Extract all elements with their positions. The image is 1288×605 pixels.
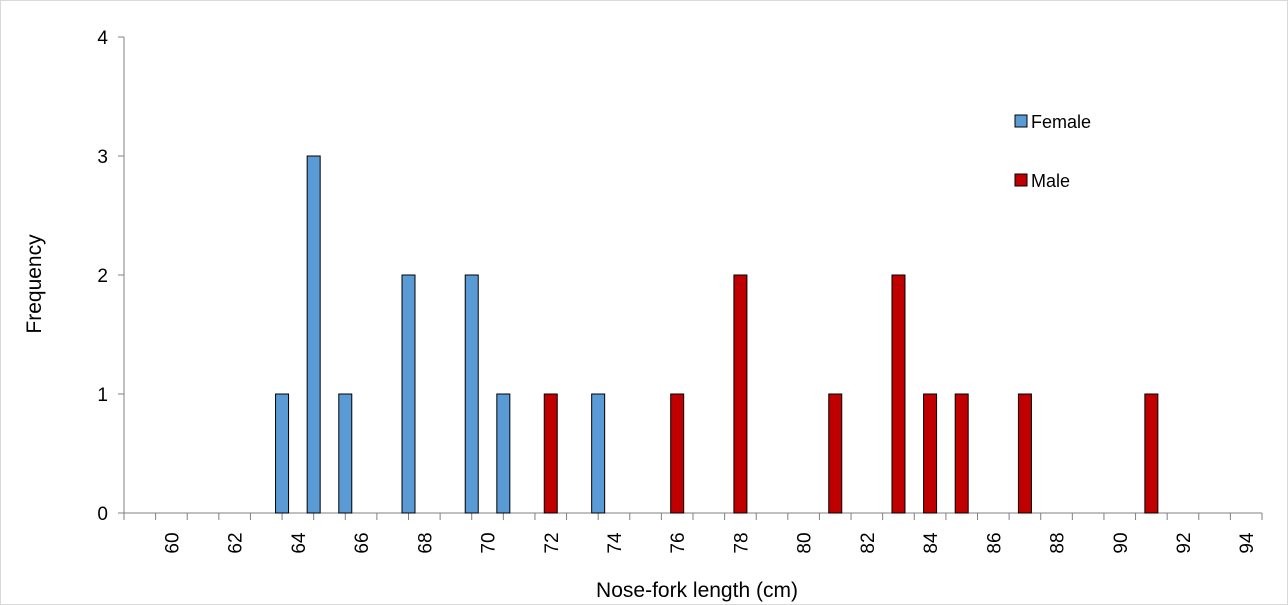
bar-female — [275, 393, 290, 514]
bar-female — [306, 155, 321, 514]
x-tick-label: 78 — [731, 532, 752, 553]
x-tick-label: 86 — [984, 532, 1005, 553]
x-tick-label: 84 — [921, 532, 942, 554]
x-tick-label: 70 — [479, 532, 500, 553]
bar-male — [954, 393, 969, 514]
x-tick-label: 76 — [668, 532, 689, 553]
legend-label-male: Male — [1031, 171, 1070, 191]
bar-male — [1144, 393, 1159, 514]
x-tick-label: 62 — [226, 532, 247, 553]
x-tick-label: 72 — [542, 532, 563, 553]
x-tick-label: 68 — [415, 532, 436, 553]
x-tick-label: 64 — [289, 532, 310, 554]
bar-male — [1017, 393, 1032, 514]
legend: Female Male — [1014, 112, 1091, 191]
tick-labels: 0 1 2 3 4 60 62 64 66 68 70 72 74 76 78 80 82 84 86 88 90 92 9… — [97, 28, 1258, 554]
bar-female — [496, 393, 511, 514]
bar-female — [464, 274, 479, 514]
legend-label-female: Female — [1031, 112, 1091, 132]
y-tick-label: 1 — [97, 385, 108, 406]
y-tick-label: 3 — [97, 147, 108, 168]
x-tick-label: 92 — [1174, 532, 1195, 553]
x-tick-label: 74 — [605, 532, 626, 554]
x-tick-label: 66 — [352, 532, 373, 553]
bar-male — [543, 393, 558, 514]
bar-male — [733, 274, 748, 514]
legend-swatch-female — [1014, 114, 1028, 128]
bars — [275, 155, 1159, 514]
bar-female — [591, 393, 606, 514]
x-tick-label: 80 — [795, 532, 816, 553]
bar-male — [828, 393, 843, 514]
bar-male — [670, 393, 685, 514]
x-tick-label: 82 — [858, 532, 879, 553]
x-tick-label: 88 — [1048, 532, 1069, 553]
axes — [118, 36, 1263, 520]
x-tick-label: 94 — [1237, 532, 1258, 554]
y-tick-label: 0 — [97, 504, 108, 525]
x-axis-title: Nose-fork length (cm) — [596, 579, 798, 602]
y-tick-label: 4 — [97, 28, 108, 49]
x-tick-label: 60 — [162, 532, 183, 553]
bar-female — [401, 274, 416, 514]
legend-swatch-male — [1014, 173, 1028, 187]
y-tick-label: 2 — [97, 266, 108, 287]
x-tick-label: 90 — [1111, 532, 1132, 553]
bar-male — [891, 274, 906, 514]
bar-female — [338, 393, 353, 514]
bar-male — [923, 393, 938, 514]
y-axis-title: Frequency — [23, 234, 46, 334]
